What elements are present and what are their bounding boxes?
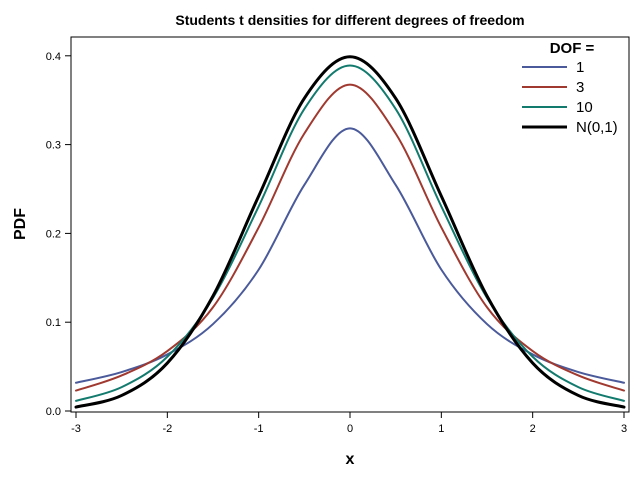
- x-tick-label: 2: [530, 423, 536, 435]
- legend: DOF = 1 3 10 N(0,1): [522, 40, 618, 136]
- y-axis: 0.0 0.1 0.2 0.3 0.4: [46, 51, 71, 418]
- legend-label-0: 1: [576, 59, 584, 76]
- y-tick-label: 0.1: [46, 317, 61, 329]
- plot-frame: [70, 36, 630, 413]
- x-axis: -3 -2 -1 0 1 2 3: [71, 412, 627, 435]
- series-line-1: [75, 83, 625, 392]
- y-tick-label: 0.2: [46, 228, 61, 240]
- x-tick-label: -2: [162, 423, 172, 435]
- y-axis-label: PDF: [12, 208, 29, 240]
- series-layer: [74, 55, 626, 409]
- y-tick-label: 0.3: [46, 140, 61, 152]
- x-tick-label: -3: [71, 423, 81, 435]
- legend-label-3: N(0,1): [576, 119, 618, 136]
- x-tick-label: -1: [254, 423, 264, 435]
- chart-title: Students t densities for different degre…: [175, 12, 524, 28]
- y-tick-label: 0.4: [46, 51, 61, 63]
- x-tick-label: 1: [438, 423, 444, 435]
- series-line-3: [74, 55, 626, 409]
- x-tick-label: 3: [621, 423, 627, 435]
- x-tick-label: 0: [347, 423, 353, 435]
- legend-label-1: 3: [576, 79, 584, 96]
- series-line-0: [75, 127, 625, 384]
- legend-title: DOF =: [550, 40, 595, 57]
- x-axis-label: x: [346, 451, 355, 468]
- legend-label-2: 10: [576, 99, 593, 116]
- y-tick-label: 0.0: [46, 406, 61, 418]
- series-line-2: [75, 64, 625, 402]
